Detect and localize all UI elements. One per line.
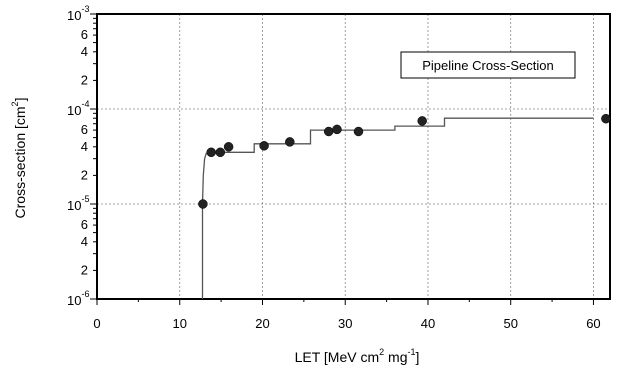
data-point <box>215 147 226 158</box>
y-minor-label: 4 <box>81 234 88 249</box>
y-axis-label: Cross-section [cm2] <box>10 98 28 219</box>
data-point <box>601 113 611 124</box>
y-decade-label: 10-4 <box>67 99 89 118</box>
legend-box: Pipeline Cross-Section <box>400 51 576 79</box>
x-tick-label: 60 <box>586 316 600 331</box>
legend-frame <box>400 51 576 79</box>
x-axis-label: LET [MeV cm2 mg-1] <box>295 347 420 365</box>
x-tick-label: 40 <box>421 316 435 331</box>
x-tick-label: 20 <box>255 316 269 331</box>
grid <box>97 14 610 299</box>
plot-frame <box>96 13 611 300</box>
data-point <box>353 126 364 137</box>
legend-label: Pipeline Cross-Section <box>422 58 554 73</box>
data-point <box>323 126 334 137</box>
y-minor-label: 6 <box>81 217 88 232</box>
data-point <box>417 116 427 126</box>
y-minor-label: 2 <box>81 72 88 87</box>
y-minor-label: 2 <box>81 167 88 182</box>
y-decade-label: 10-5 <box>67 194 89 213</box>
y-decade-label: 10-3 <box>67 4 89 23</box>
x-tick-label: 0 <box>93 316 100 331</box>
y-minor-label: 6 <box>81 122 88 137</box>
data-point <box>223 142 234 152</box>
data-point <box>285 137 295 147</box>
y-minor-label: 4 <box>81 139 88 154</box>
x-tick-label: 30 <box>338 316 352 331</box>
x-tick-label: 50 <box>503 316 517 331</box>
axes: 0 10 20 30 40 50 60 10-6 10-5 10-4 10-3 2 4 6 2 4 6 2 4 6 <box>67 4 601 331</box>
fit-step-line <box>201 117 594 299</box>
y-minor-label: 2 <box>81 262 88 277</box>
data-point <box>206 147 216 158</box>
y-decade-label: 10-6 <box>67 289 89 308</box>
data-point <box>259 141 269 151</box>
x-tick-label: 10 <box>173 316 187 331</box>
y-minor-label: 6 <box>81 27 88 42</box>
series-layer <box>198 113 611 299</box>
y-minor-label: 4 <box>81 44 88 59</box>
data-point <box>332 124 342 135</box>
data-point <box>198 199 208 209</box>
